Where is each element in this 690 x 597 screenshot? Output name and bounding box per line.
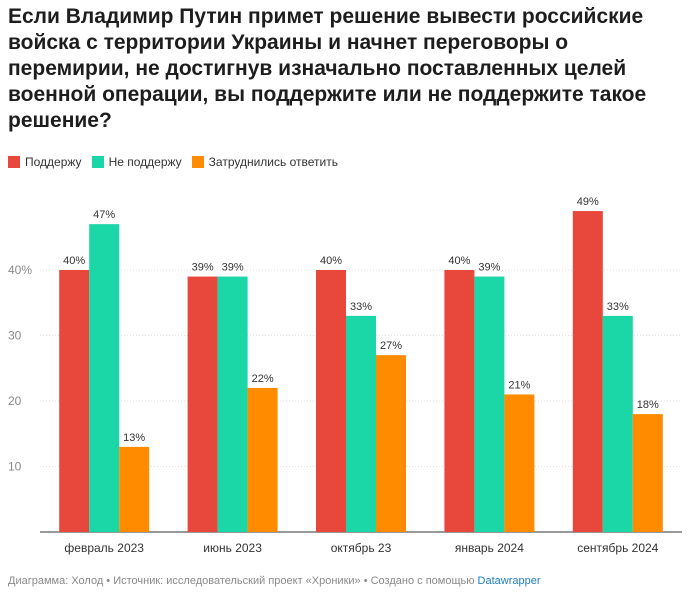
legend-label-support: Поддержу (25, 155, 82, 169)
x-tick-label-0: февраль 2023 (64, 541, 144, 555)
value-label-s2-c4: 18% (637, 399, 659, 411)
y-tick-label-1: 20 (8, 394, 22, 408)
chart-title: Если Владимир Путин примет решение вывес… (8, 5, 647, 132)
legend-item-support: Поддержу (8, 155, 82, 169)
x-tick-label-4: сентябрь 2024 (577, 541, 658, 555)
bar-s1-c4 (602, 315, 633, 532)
chart-footer: Диаграмма: Холод • Источник: исследовате… (8, 575, 541, 587)
bar-s2-c3 (504, 394, 535, 532)
legend-swatch-undecided (191, 156, 204, 168)
value-label-s1-c3: 39% (478, 262, 500, 274)
value-label-s1-c2: 33% (350, 301, 372, 313)
value-label-s0-c4: 49% (577, 196, 599, 208)
bar-s0-c4 (572, 211, 603, 533)
x-tick-label-2: октябрь 23 (331, 541, 392, 555)
value-label-s2-c3: 21% (508, 379, 530, 391)
value-label-s2-c2: 27% (380, 340, 402, 352)
value-label-s1-c0: 47% (93, 209, 115, 221)
legend-swatch-support (8, 156, 20, 168)
value-label-s0-c0: 40% (63, 255, 85, 267)
legend-label-oppose: Не поддержу (108, 155, 182, 169)
bar-s2-c4 (632, 414, 663, 532)
value-label-s0-c1: 39% (192, 262, 214, 274)
bar-s1-c0 (89, 224, 120, 532)
legend-item-oppose: Не поддержу (91, 155, 182, 169)
bar-s2-c1 (247, 387, 278, 532)
legend: Поддержу Не поддержу Затруднились ответи… (8, 154, 348, 170)
bar-s1-c3 (474, 276, 505, 532)
value-label-s0-c2: 40% (320, 255, 342, 267)
bar-s2-c2 (376, 355, 406, 532)
value-label-s1-c1: 39% (222, 262, 244, 274)
value-label-s1-c4: 33% (607, 301, 629, 313)
x-tick-label-1: июнь 2023 (203, 541, 262, 555)
value-label-s0-c3: 40% (448, 255, 470, 267)
legend-label-undecided: Затруднились ответить (208, 155, 338, 169)
y-tick-label-2: 30 (8, 329, 22, 343)
y-tick-label-3: 40% (8, 263, 32, 277)
legend-item-undecided: Затруднились ответить (191, 155, 338, 169)
value-label-s2-c0: 13% (123, 432, 145, 444)
legend-swatch-oppose (91, 156, 104, 168)
value-label-s2-c1: 22% (252, 373, 274, 385)
bar-s0-c2 (316, 270, 346, 532)
bar-s2-c0 (119, 446, 150, 532)
x-tick-label-3: январь 2024 (455, 541, 524, 555)
bar-s0-c3 (444, 270, 475, 532)
footer-text: Диаграмма: Холод • Источник: исследовате… (8, 575, 475, 587)
bar-s0-c1 (187, 276, 218, 532)
bar-s0-c0 (59, 270, 90, 532)
datawrapper-link[interactable]: Datawrapper (477, 575, 541, 587)
y-tick-label-0: 10 (8, 460, 22, 474)
bar-s1-c1 (217, 276, 248, 532)
bar-chart: 10 20 30 40% 40% 47% 13% февраль 2023 39% 39% 22% и… (8, 196, 682, 555)
bar-s1-c2 (346, 315, 376, 532)
